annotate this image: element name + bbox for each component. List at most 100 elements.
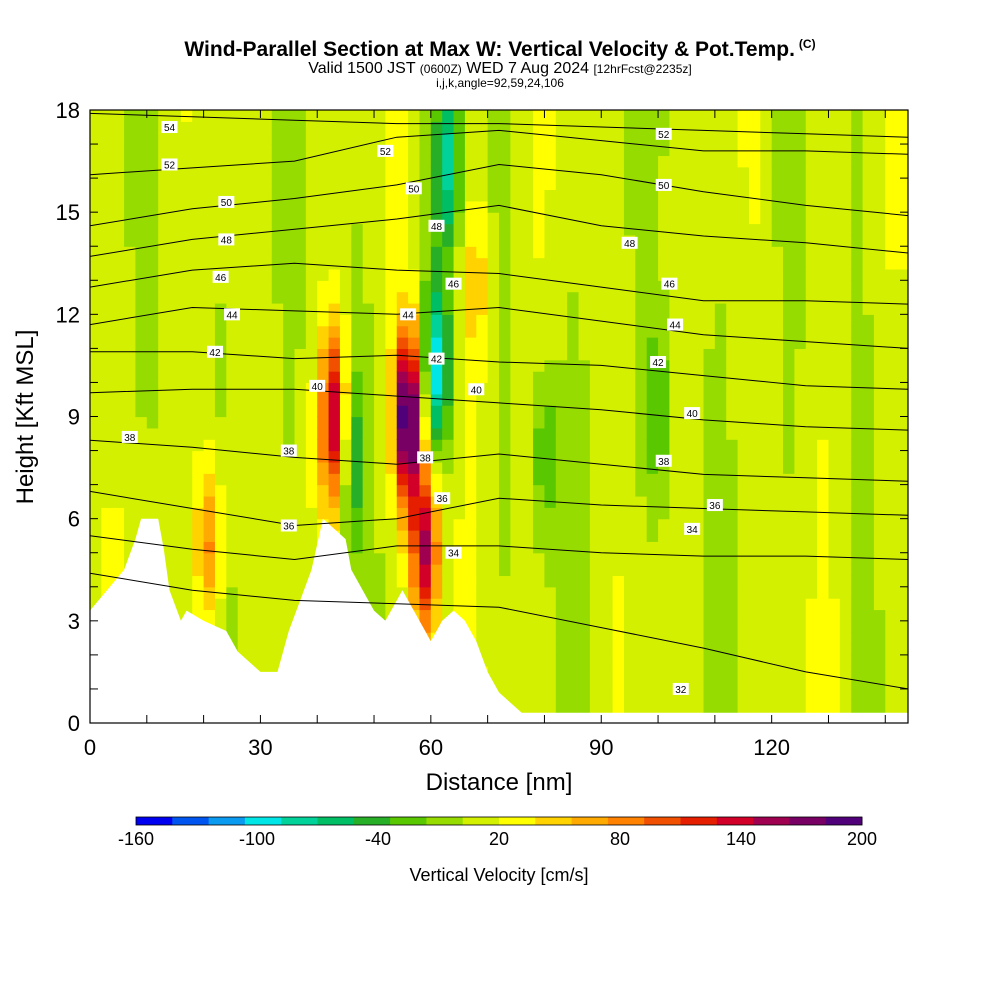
velocity-cell [374,200,386,213]
velocity-cell [487,178,500,191]
velocity-cell [896,223,908,236]
velocity-cell [464,144,477,157]
velocity-cell [453,564,466,577]
velocity-cell [771,393,784,406]
velocity-cell [374,416,386,429]
velocity-cell [635,439,648,452]
velocity-cell [544,643,557,656]
velocity-cell [271,121,284,134]
velocity-cell [101,541,114,554]
velocity-cell [567,564,580,577]
velocity-cell [487,212,500,225]
velocity-cell [589,484,602,497]
velocity-cell [510,677,523,690]
velocity-cell [805,620,818,633]
velocity-cell [714,166,727,179]
velocity-cell [680,325,693,338]
velocity-cell [237,507,250,520]
velocity-cell [533,121,546,134]
velocity-cell [271,507,284,520]
velocity-cell [499,654,511,667]
velocity-cell [260,268,273,281]
velocity-cell [214,212,227,225]
velocity-cell [737,291,750,304]
velocity-cell [237,620,250,633]
velocity-cell [794,257,807,270]
velocity-cell [135,132,148,145]
velocity-cell [748,348,761,361]
velocity-cell [839,632,852,645]
velocity-cell [873,302,886,315]
velocity-cell [135,393,148,406]
velocity-cell [862,405,875,418]
velocity-cell [555,405,568,418]
velocity-cell [783,677,795,690]
velocity-cell [146,325,159,338]
velocity-cell [896,439,908,452]
velocity-cell [714,144,727,157]
velocity-cell [862,268,875,281]
velocity-cell [589,348,602,361]
velocity-cell [533,189,546,202]
velocity-cell [544,268,557,281]
velocity-cell [589,564,602,577]
velocity-cell [476,121,489,134]
velocity-cell [737,643,750,656]
velocity-cell [249,598,262,611]
velocity-cell [260,530,273,542]
velocity-cell [839,552,852,565]
velocity-cell [760,530,773,542]
velocity-cell [305,110,318,122]
velocity-cell [294,166,307,179]
velocity-cell [726,427,739,440]
velocity-cell [760,337,773,349]
velocity-cell [533,620,546,633]
isentrope-contours [90,112,908,690]
velocity-cell [623,450,636,463]
velocity-cell [260,314,273,327]
velocity-cell [90,473,102,486]
velocity-cell [430,552,443,565]
velocity-cell [567,132,580,145]
velocity-cell [839,132,852,145]
velocity-cell [226,507,239,520]
velocity-cell [783,348,795,361]
velocity-cell [646,200,659,213]
velocity-cell [487,257,500,270]
velocity-cell [862,246,875,259]
velocity-cell [169,200,182,213]
velocity-cell [317,450,330,463]
velocity-cell [112,325,125,338]
velocity-cell [669,518,682,531]
velocity-cell [817,325,830,338]
velocity-cell [612,325,625,338]
velocity-cell [601,518,614,531]
velocity-cell [623,552,636,565]
velocity-cell [658,473,671,486]
velocity-cell [499,473,511,486]
velocity-cell [237,155,250,168]
velocity-cell [646,552,659,565]
velocity-cell [374,586,386,599]
velocity-cell [794,337,807,349]
velocity-cell [328,359,341,372]
velocity-cell [862,552,875,565]
velocity-cell [839,223,852,236]
velocity-cell [317,348,330,361]
velocity-cell [658,666,671,679]
velocity-cell [283,337,296,349]
velocity-cell [510,280,523,293]
velocity-cell [101,121,114,134]
velocity-cell [692,314,705,327]
velocity-cell [328,348,341,361]
velocity-cell [453,178,466,191]
velocity-cell [839,700,852,713]
contour-label-bg [400,308,417,321]
velocity-cell [90,405,102,418]
velocity-cell [544,257,557,270]
velocity-cell [748,450,761,463]
velocity-cell [226,132,239,145]
velocity-cell [680,155,693,168]
velocity-cell [623,654,636,667]
velocity-cell [192,268,205,281]
